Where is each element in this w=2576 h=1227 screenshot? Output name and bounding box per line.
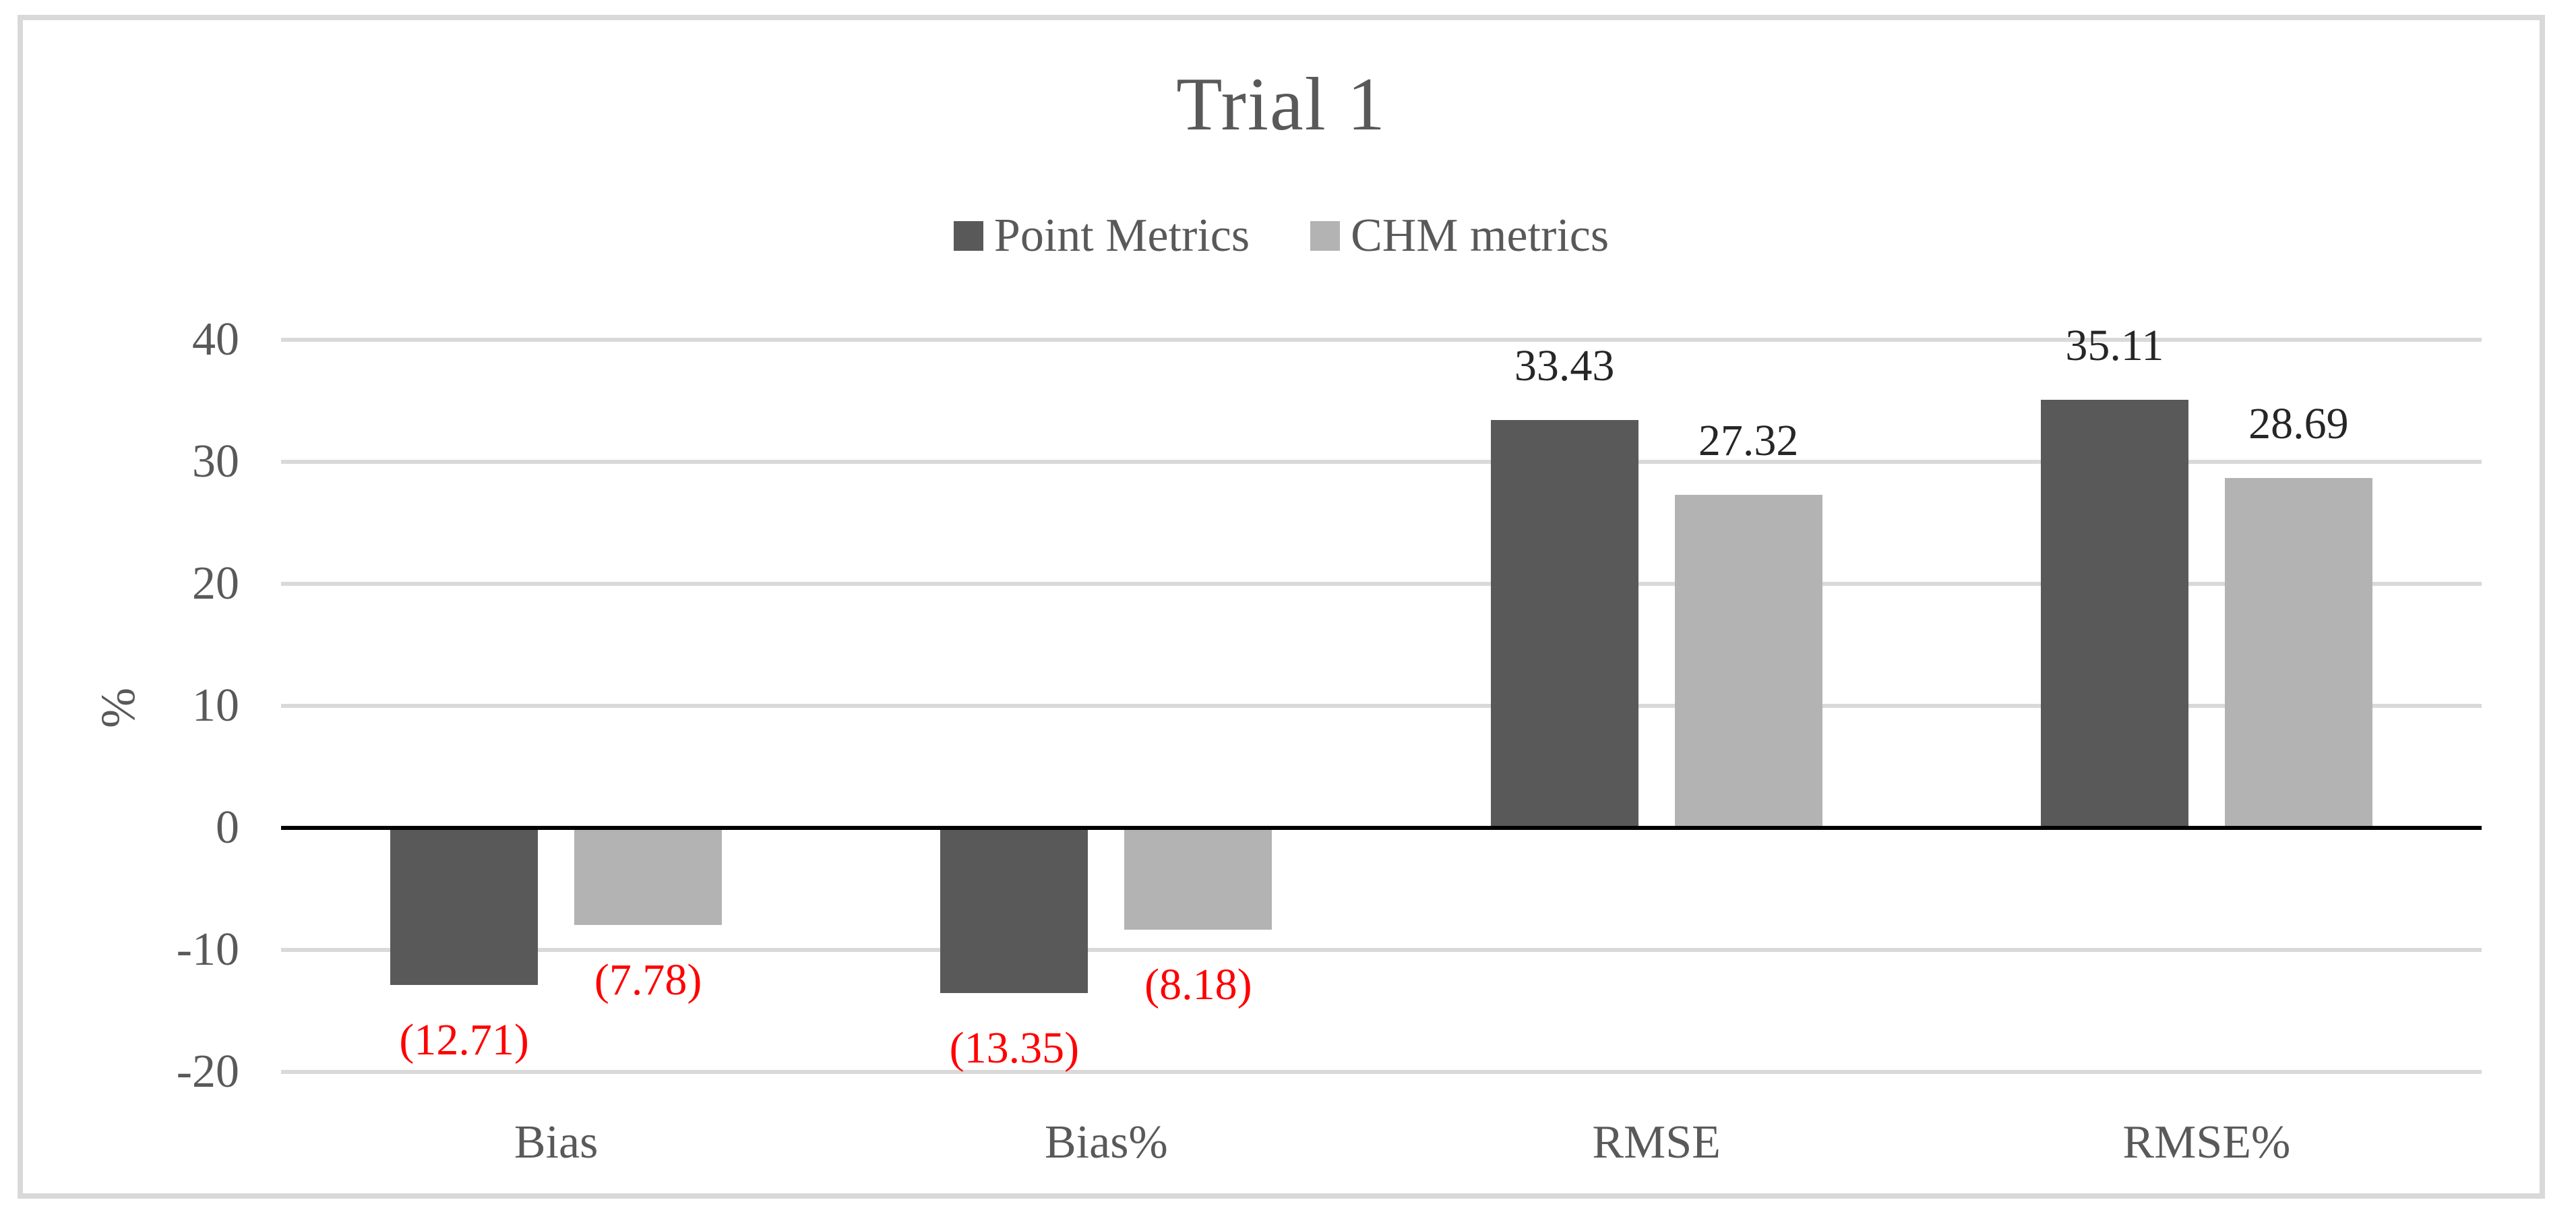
x-category-label-0: Bias xyxy=(514,1116,599,1168)
data-label-chm-metrics-bias: (7.78) xyxy=(594,955,702,1005)
bar-chm-metrics-bias% xyxy=(1124,830,1272,930)
data-label-point-metrics-bias%: (13.35) xyxy=(949,1023,1080,1073)
data-label-chm-metrics-bias%: (8.18) xyxy=(1144,960,1252,1010)
data-label-point-metrics-bias: (12.71) xyxy=(399,1015,529,1065)
gridline--10 xyxy=(281,948,2482,952)
gridline-20 xyxy=(281,582,2482,586)
zero-axis-line xyxy=(281,826,2482,830)
y-tick-label--20: -20 xyxy=(176,1046,239,1098)
chart-title: Trial 1 xyxy=(1176,63,1386,146)
bar-chm-metrics-bias xyxy=(574,830,723,925)
legend-item-point-metrics: Point Metrics xyxy=(953,209,1250,263)
legend-item-chm-metrics: CHM metrics xyxy=(1310,209,1609,263)
y-tick-label--10: -10 xyxy=(176,924,239,976)
gridline--20 xyxy=(281,1070,2482,1074)
bar-point-metrics-bias% xyxy=(940,830,1088,993)
bar-point-metrics-bias xyxy=(390,830,539,986)
data-label-chm-metrics-rmse: 27.32 xyxy=(1698,415,1799,465)
y-tick-label-40: 40 xyxy=(192,313,239,365)
y-tick-label-10: 10 xyxy=(192,680,239,731)
legend-swatch-point-metrics xyxy=(953,221,983,251)
bar-point-metrics-rmse% xyxy=(2040,399,2188,828)
bar-point-metrics-rmse xyxy=(1490,419,1638,828)
legend-label-chm-metrics: CHM metrics xyxy=(1351,210,1609,262)
data-label-point-metrics-rmse%: 35.11 xyxy=(2065,320,2164,370)
gridline-30 xyxy=(281,460,2482,464)
legend: Point Metrics CHM metrics xyxy=(18,202,2545,270)
x-category-label-2: RMSE xyxy=(1592,1116,1721,1168)
x-category-label-3: RMSE% xyxy=(2122,1116,2291,1168)
bar-chm-metrics-rmse% xyxy=(2224,477,2372,828)
legend-label-point-metrics: Point Metrics xyxy=(993,210,1250,262)
gridline-10 xyxy=(281,704,2482,708)
x-category-label-1: Bias% xyxy=(1044,1116,1168,1168)
y-tick-label-0: 0 xyxy=(216,802,239,854)
gridline-40 xyxy=(281,338,2482,342)
y-tick-label-20: 20 xyxy=(192,558,239,609)
data-label-point-metrics-rmse: 33.43 xyxy=(1514,340,1615,390)
bar-chm-metrics-rmse xyxy=(1674,494,1822,828)
data-label-chm-metrics-rmse%: 28.69 xyxy=(2248,398,2349,448)
y-tick-label-30: 30 xyxy=(192,436,239,487)
legend-swatch-chm-metrics xyxy=(1310,221,1341,251)
